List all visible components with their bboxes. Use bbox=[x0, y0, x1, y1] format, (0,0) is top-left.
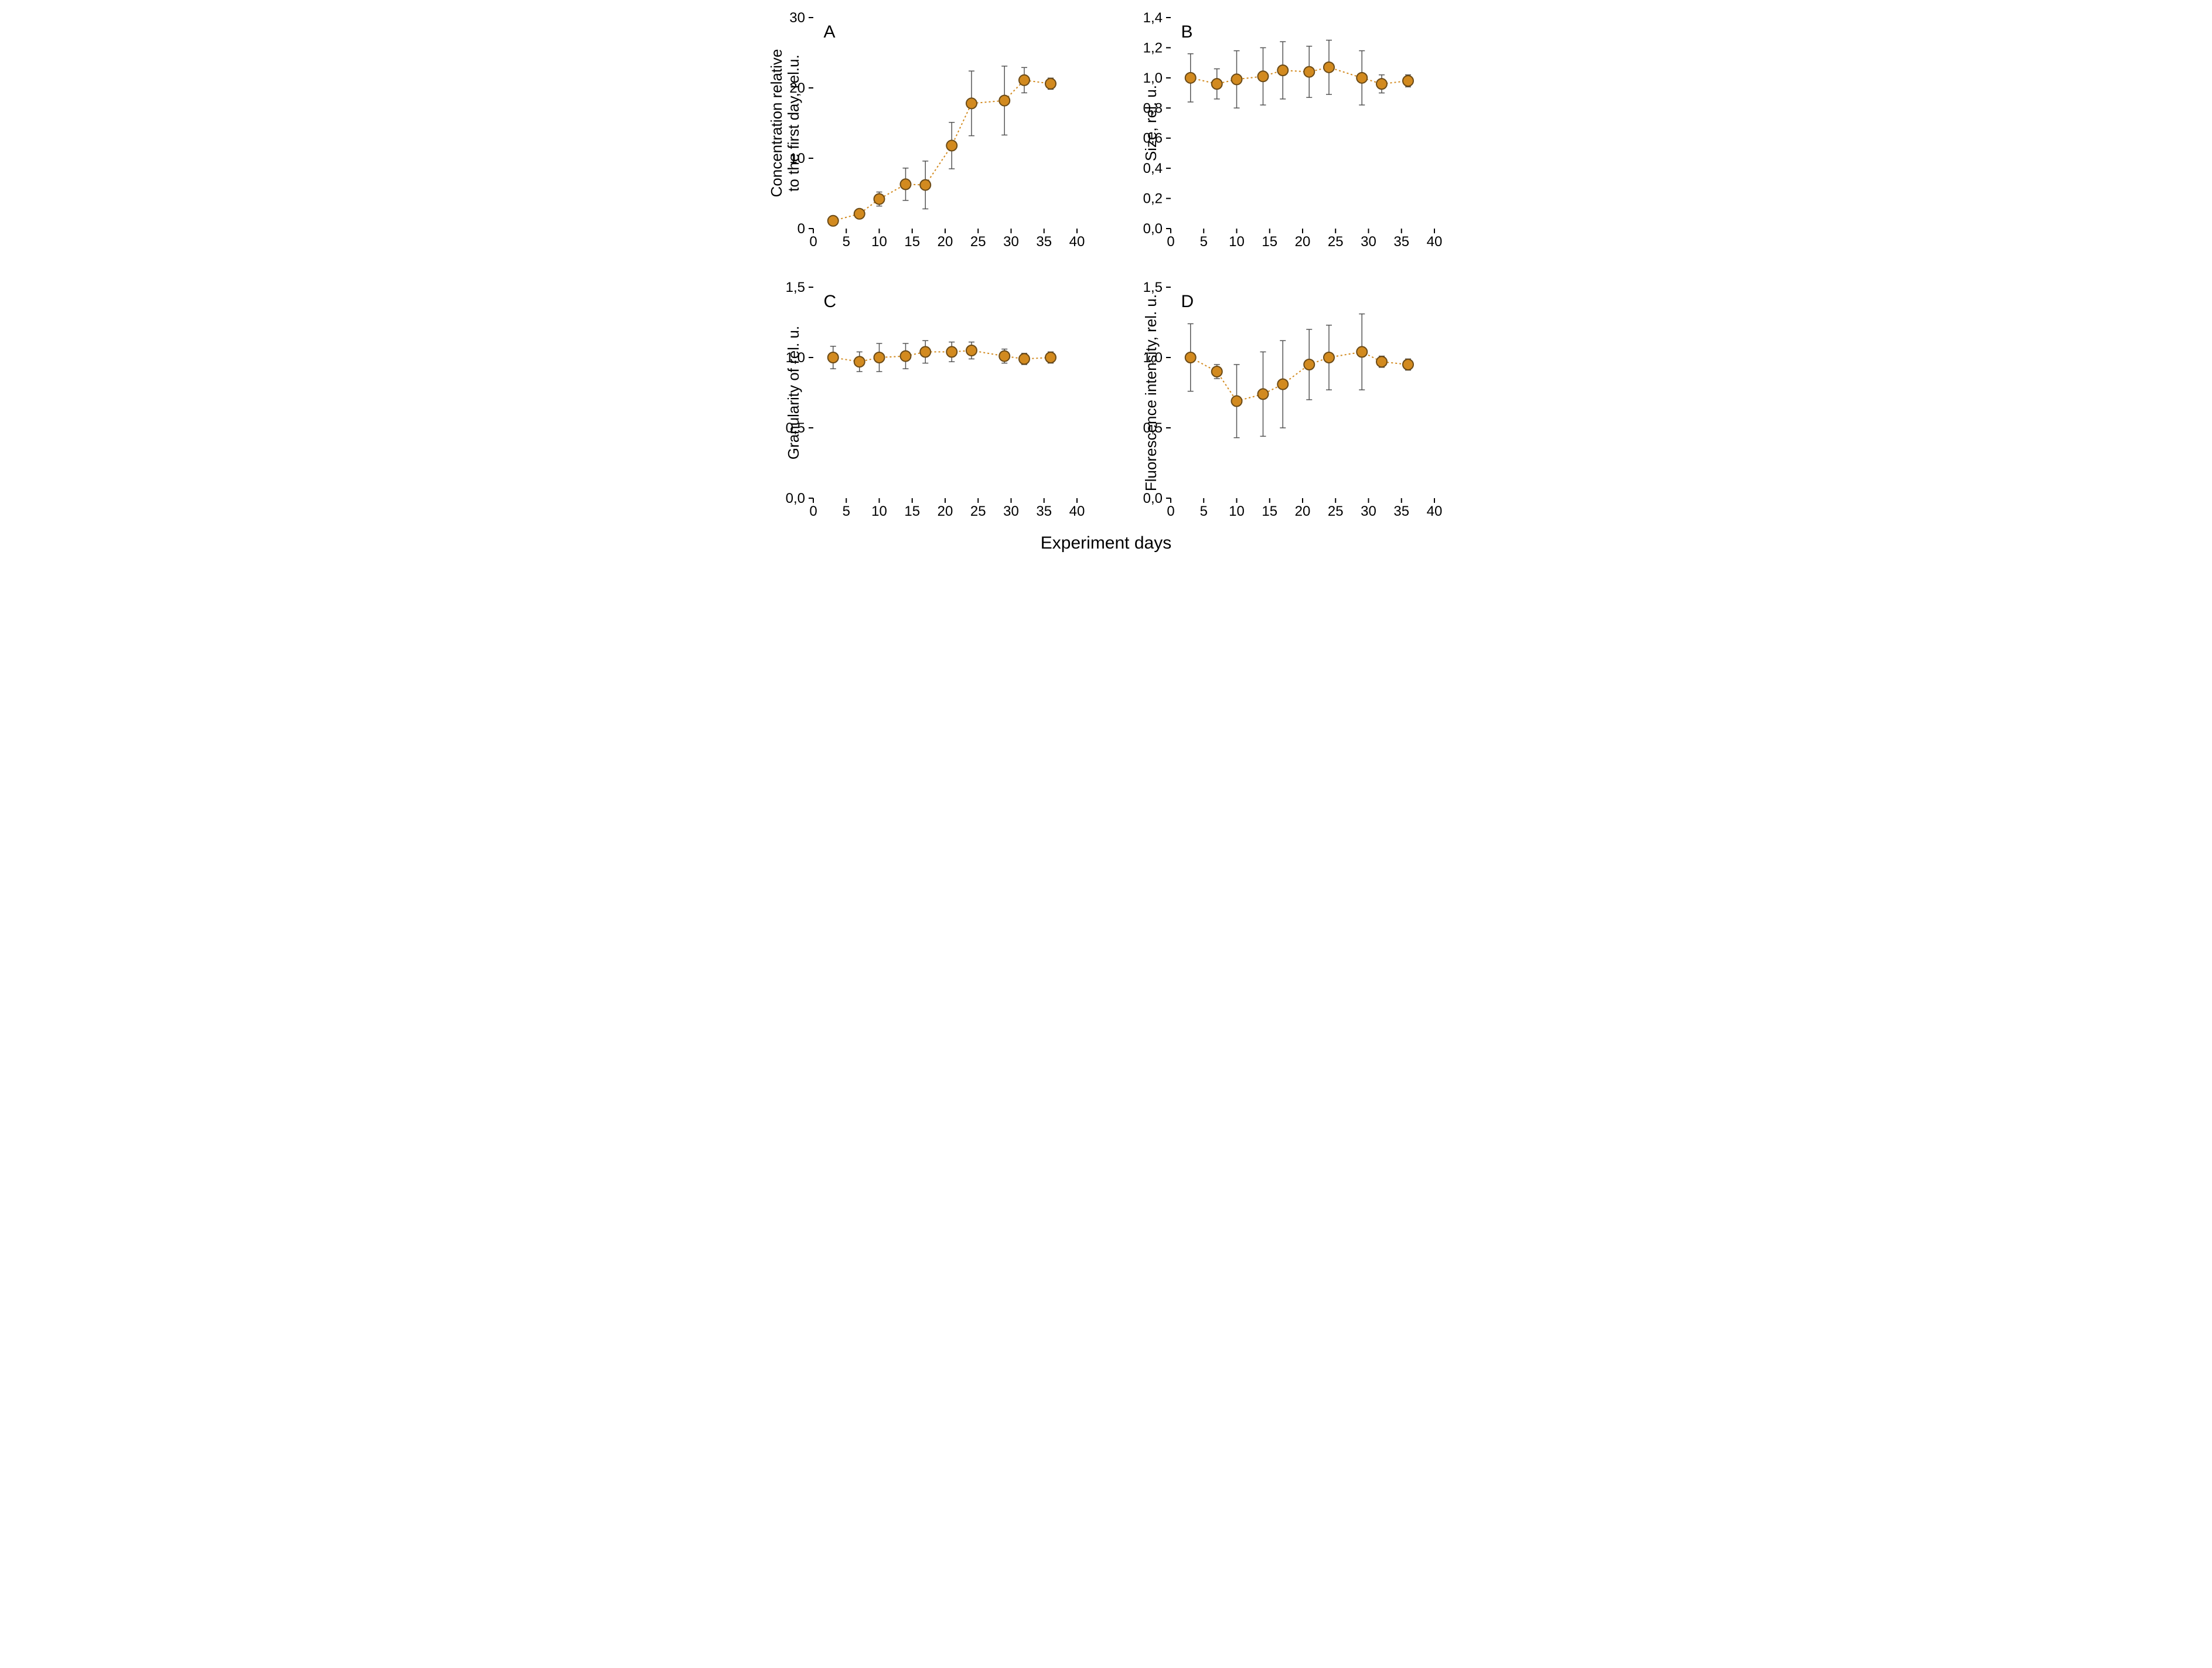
svg-text:0: 0 bbox=[797, 221, 805, 237]
svg-text:30: 30 bbox=[1361, 234, 1376, 250]
svg-text:15: 15 bbox=[1262, 503, 1277, 519]
svg-text:1,2: 1,2 bbox=[1143, 40, 1162, 56]
svg-text:25: 25 bbox=[1327, 234, 1343, 250]
panel-a-plot: 0 10 20 30 0 5 10 15 20 25 30 35 40 bbox=[766, 6, 1100, 264]
svg-text:25: 25 bbox=[970, 503, 986, 519]
svg-text:40: 40 bbox=[1069, 503, 1085, 519]
svg-text:5: 5 bbox=[1199, 503, 1207, 519]
svg-text:0: 0 bbox=[809, 234, 817, 250]
panel-d: Fluorescence intensity, rel. u. D 0,00,5… bbox=[1124, 275, 1458, 533]
svg-text:20: 20 bbox=[789, 80, 805, 96]
svg-text:10: 10 bbox=[871, 234, 887, 250]
svg-text:0,8: 0,8 bbox=[1143, 100, 1162, 116]
svg-text:40: 40 bbox=[1426, 503, 1442, 519]
svg-text:5: 5 bbox=[842, 503, 850, 519]
svg-text:35: 35 bbox=[1393, 234, 1409, 250]
svg-text:0,2: 0,2 bbox=[1143, 191, 1162, 207]
svg-text:35: 35 bbox=[1393, 503, 1409, 519]
svg-text:35: 35 bbox=[1036, 503, 1052, 519]
svg-text:15: 15 bbox=[1262, 234, 1277, 250]
svg-text:15: 15 bbox=[904, 503, 920, 519]
svg-text:40: 40 bbox=[1069, 234, 1085, 250]
svg-text:40: 40 bbox=[1426, 234, 1442, 250]
figure-4panel: Concentration relativeto the first day, … bbox=[731, 0, 1481, 566]
svg-text:0,0: 0,0 bbox=[1143, 491, 1162, 506]
panel-a: Concentration relativeto the first day, … bbox=[766, 6, 1100, 264]
svg-text:20: 20 bbox=[1294, 234, 1310, 250]
svg-text:5: 5 bbox=[1199, 234, 1207, 250]
svg-text:1,0: 1,0 bbox=[1143, 70, 1162, 86]
svg-text:30: 30 bbox=[1003, 503, 1019, 519]
svg-text:0: 0 bbox=[1167, 503, 1174, 519]
svg-text:10: 10 bbox=[1229, 503, 1245, 519]
svg-text:30: 30 bbox=[789, 10, 805, 26]
svg-text:30: 30 bbox=[1003, 234, 1019, 250]
svg-text:10: 10 bbox=[871, 503, 887, 519]
svg-text:0,4: 0,4 bbox=[1143, 161, 1162, 176]
x-axis-label: Experiment days bbox=[731, 533, 1481, 553]
svg-text:25: 25 bbox=[1327, 503, 1343, 519]
svg-text:20: 20 bbox=[937, 234, 953, 250]
panel-d-plot: 0,0 0,5 1,0 1,5 0 5 10 15 20 25 30 35 40 bbox=[1124, 275, 1458, 533]
svg-text:0,0: 0,0 bbox=[785, 491, 805, 506]
svg-text:20: 20 bbox=[937, 503, 953, 519]
svg-text:0,0: 0,0 bbox=[1143, 221, 1162, 237]
svg-text:1,5: 1,5 bbox=[785, 280, 805, 295]
svg-text:1,0: 1,0 bbox=[1143, 350, 1162, 366]
panel-b-plot: 0,0 0,2 0,4 0,6 0,8 1,0 1,2 1,4 0 5 10 15 20 25 30 35 40 bbox=[1124, 6, 1458, 264]
svg-text:30: 30 bbox=[1361, 503, 1376, 519]
svg-text:15: 15 bbox=[904, 234, 920, 250]
svg-text:10: 10 bbox=[789, 151, 805, 166]
svg-text:35: 35 bbox=[1036, 234, 1052, 250]
panel-c-plot: 0,0 0,5 1,0 1,5 0 5 10 15 20 25 30 35 40 bbox=[766, 275, 1100, 533]
svg-text:0,5: 0,5 bbox=[785, 420, 805, 436]
svg-text:25: 25 bbox=[970, 234, 986, 250]
svg-text:20: 20 bbox=[1294, 503, 1310, 519]
svg-text:10: 10 bbox=[1229, 234, 1245, 250]
svg-text:1,0: 1,0 bbox=[785, 350, 805, 366]
svg-text:1,4: 1,4 bbox=[1143, 10, 1162, 26]
svg-text:0,6: 0,6 bbox=[1143, 131, 1162, 147]
svg-text:1,5: 1,5 bbox=[1143, 280, 1162, 295]
svg-text:0,5: 0,5 bbox=[1143, 420, 1162, 436]
panel-c: Granularity of rel. u. C 0,00,51,01,5051… bbox=[766, 275, 1100, 533]
svg-text:0: 0 bbox=[1167, 234, 1174, 250]
panel-b: Size, rel. u. B 0,00,20,40,60,81,01,21,4… bbox=[1124, 6, 1458, 264]
svg-text:5: 5 bbox=[842, 234, 850, 250]
svg-text:0: 0 bbox=[809, 503, 817, 519]
